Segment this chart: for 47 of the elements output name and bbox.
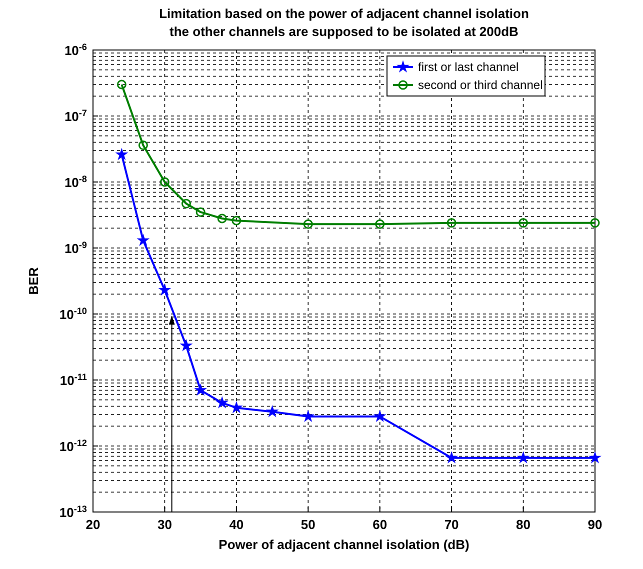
point [217, 214, 227, 224]
y-tick-label: 10$^{-8}$ [64, 174, 87, 190]
point [116, 148, 128, 160]
point [116, 80, 126, 90]
x-tick-label: 30 [157, 517, 172, 532]
y-tick-label: 10$^{-9}$ [64, 240, 87, 256]
point [232, 216, 242, 226]
point [446, 218, 456, 228]
point [216, 397, 228, 408]
y-tick-label: 10$^{-10}$ [59, 306, 87, 322]
x-tick-label: 80 [516, 517, 531, 532]
point [196, 207, 206, 217]
point [231, 402, 242, 412]
chart-title: Limitation based on the power of adjacent channel isolation [159, 6, 529, 21]
point [302, 410, 314, 422]
x-tick-label: 20 [86, 517, 100, 532]
y-tick-label: 10$^{-12}$ [59, 438, 87, 454]
y-tick-label: 10$^{-13}$ [59, 504, 87, 520]
y-tick-label: 10$^{-7}$ [64, 108, 87, 124]
point [195, 384, 206, 395]
x-tick-label: 50 [300, 517, 316, 532]
point [181, 198, 191, 208]
point [590, 452, 600, 463]
legend-label: second or third channel [418, 78, 543, 92]
x-tick-label: 90 [588, 517, 602, 532]
y-tick-label: 10$^{-11}$ [60, 372, 87, 388]
point [374, 410, 386, 422]
x-tick-label: 60 [372, 517, 388, 532]
point [518, 452, 529, 463]
x-tick-label: 70 [444, 517, 459, 532]
point [159, 284, 170, 295]
point [138, 234, 149, 246]
x-axis-title: Power of adjacent channel isolation (dB) [218, 537, 470, 552]
y-axis-title: BER [26, 266, 41, 295]
point [446, 452, 457, 463]
point [266, 406, 278, 416]
chart-subtitle: the other channels are supposed to be isolated at 200dB [170, 24, 518, 39]
point [590, 218, 600, 228]
point [518, 218, 528, 228]
point [160, 177, 170, 187]
point [303, 219, 313, 229]
x-tick-label: 40 [229, 517, 244, 532]
legend-label: first or last channel [418, 60, 519, 74]
point [180, 340, 192, 350]
y-tick-label: 10$^{-6}$ [64, 42, 87, 58]
point [375, 219, 385, 229]
point [138, 140, 148, 150]
